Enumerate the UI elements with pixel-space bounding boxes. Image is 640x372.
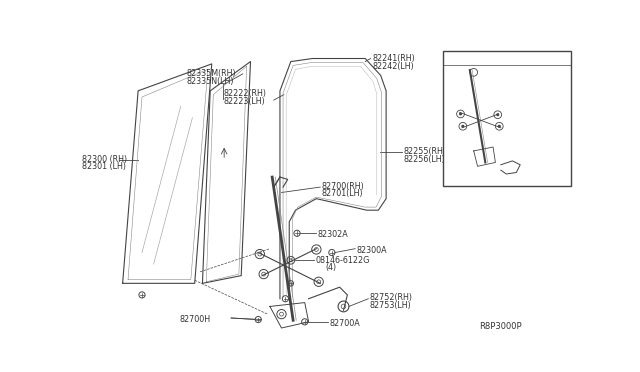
- Text: MANUAL WINDOW: MANUAL WINDOW: [447, 55, 529, 64]
- Text: 08146-6122G: 08146-6122G: [316, 256, 370, 265]
- Circle shape: [498, 125, 501, 128]
- Text: 82241(RH): 82241(RH): [373, 54, 416, 63]
- Text: 82242(LH): 82242(LH): [373, 62, 415, 71]
- Text: 82300A: 82300A: [356, 246, 387, 254]
- Text: 82701(LH): 82701(LH): [322, 189, 364, 198]
- Text: 82300 (RH): 82300 (RH): [81, 155, 127, 164]
- Text: 82302A: 82302A: [318, 230, 349, 239]
- Text: 82301 (LH): 82301 (LH): [81, 163, 125, 171]
- Text: 82700 (RH): 82700 (RH): [514, 105, 554, 111]
- Text: R8P3000P: R8P3000P: [479, 322, 522, 331]
- Bar: [443, 51, 571, 186]
- Text: 82255(RH): 82255(RH): [403, 147, 446, 156]
- Text: 82753(LH): 82753(LH): [370, 301, 412, 310]
- Text: (4): (4): [325, 263, 336, 272]
- Text: 82763: 82763: [502, 139, 525, 145]
- Circle shape: [461, 125, 465, 128]
- Text: 82256(LH): 82256(LH): [403, 155, 445, 164]
- Text: 82752(RH): 82752(RH): [370, 294, 413, 302]
- Text: 82335N(LH): 82335N(LH): [187, 77, 234, 86]
- Text: 82700(RH): 82700(RH): [322, 182, 365, 191]
- Text: B: B: [289, 258, 292, 263]
- Text: 82700H: 82700H: [179, 315, 211, 324]
- Text: 82223(LH): 82223(LH): [223, 97, 265, 106]
- Text: 82222(RH): 82222(RH): [223, 89, 266, 98]
- Text: 82760: 82760: [528, 159, 550, 166]
- Text: 82700A: 82700A: [330, 319, 360, 328]
- Circle shape: [496, 113, 499, 116]
- Circle shape: [459, 112, 462, 115]
- Text: 82701 (LH): 82701 (LH): [514, 112, 553, 119]
- Text: 82335M(RH): 82335M(RH): [187, 69, 237, 78]
